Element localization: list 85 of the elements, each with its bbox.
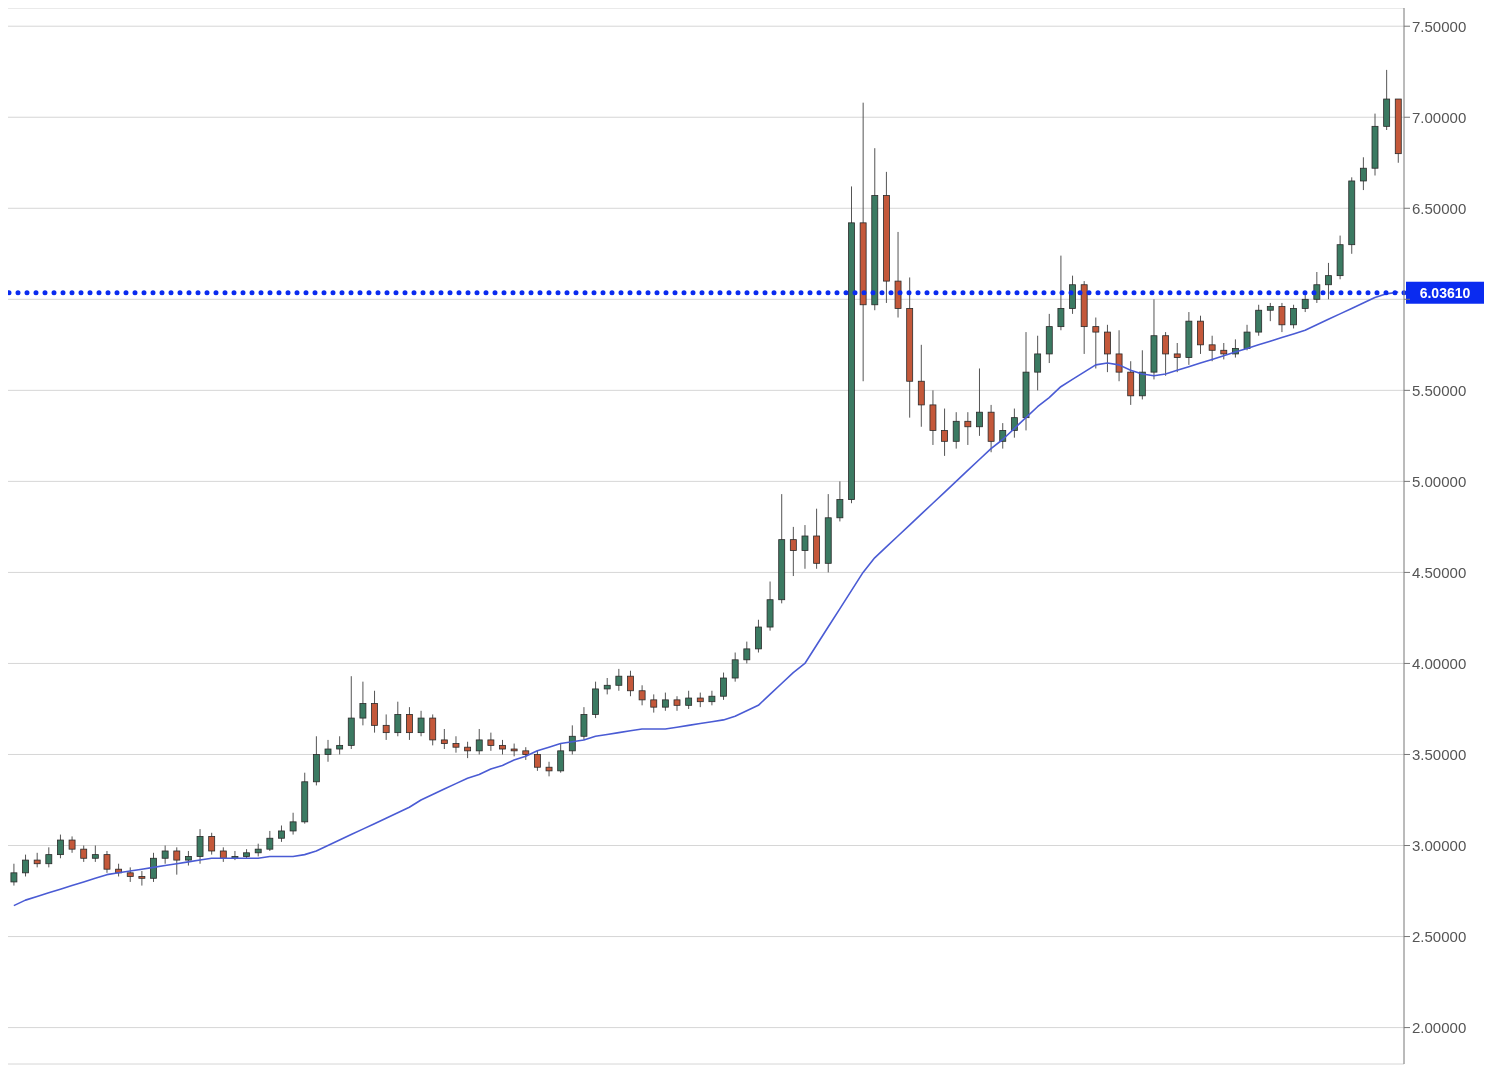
candlestick — [534, 750, 541, 772]
y-tick-label: 4.00000 — [1412, 654, 1467, 672]
candlestick — [673, 695, 681, 712]
candlestick — [708, 690, 716, 706]
candlestick — [394, 701, 402, 737]
candlestick — [731, 652, 739, 683]
y-tick-label: 2.50000 — [1412, 927, 1467, 945]
candlestick — [1127, 360, 1135, 406]
candlestick — [440, 728, 448, 750]
candlestick — [964, 411, 972, 446]
candlestick — [1313, 271, 1321, 304]
candlestick — [196, 828, 204, 865]
candlestick — [1092, 317, 1100, 369]
candlestick — [1138, 349, 1146, 400]
candlestick — [1208, 335, 1216, 362]
candlestick — [557, 743, 565, 774]
candlestick — [359, 681, 367, 726]
candlestick — [10, 863, 18, 887]
candlestick — [487, 732, 495, 752]
candlestick — [627, 670, 634, 697]
candlestick — [266, 830, 274, 852]
candlestick — [650, 693, 658, 714]
candlestick — [1034, 335, 1042, 391]
candlestick — [1243, 324, 1251, 351]
candlestick — [289, 812, 297, 836]
candlestick — [568, 724, 576, 755]
candlestick — [580, 706, 588, 741]
candlestick — [138, 870, 146, 887]
candlestick — [417, 710, 425, 737]
candlestick — [545, 761, 553, 777]
candlestick — [1057, 255, 1065, 331]
candlestick — [917, 344, 925, 428]
y-tick-label: 3.00000 — [1412, 836, 1467, 854]
candlestick — [1197, 315, 1204, 355]
candlestick — [1173, 342, 1181, 373]
y-tick-label: 5.50000 — [1412, 381, 1467, 399]
candlestick — [685, 690, 693, 710]
candlestick — [382, 713, 390, 741]
candlestick — [1069, 275, 1076, 315]
y-tick-label: 6.50000 — [1412, 199, 1467, 217]
y-tick-label: 3.50000 — [1412, 745, 1467, 763]
candlestick — [1115, 329, 1123, 382]
candlestick — [1104, 324, 1111, 373]
candlestick — [1359, 156, 1367, 191]
y-tick-label: 7.00000 — [1412, 108, 1467, 126]
candlestick — [406, 706, 413, 741]
candlestick — [801, 524, 809, 570]
candlestick — [161, 845, 169, 865]
candlestick — [452, 735, 460, 754]
candlestick — [1162, 331, 1170, 377]
ref-line-label: 6.03610 — [1419, 284, 1471, 301]
candlestick — [173, 846, 181, 876]
y-tick-label: 5.00000 — [1412, 472, 1467, 490]
candlestick — [952, 411, 960, 450]
candlestick — [150, 852, 157, 883]
candlestick — [45, 846, 53, 868]
y-tick-label: 2.00000 — [1412, 1018, 1467, 1036]
candlestick — [1325, 262, 1332, 300]
candlestick — [743, 641, 751, 664]
candlestick — [324, 739, 332, 763]
candlestick — [1278, 302, 1286, 333]
y-tick-label: 7.50000 — [1412, 17, 1467, 35]
candlestick — [789, 526, 797, 577]
candlestick — [475, 728, 483, 755]
candlestick — [941, 408, 948, 457]
candlestick — [836, 480, 844, 522]
candlestick — [429, 713, 437, 746]
candlestick — [510, 743, 518, 757]
candlestick — [661, 692, 669, 712]
candlestick — [638, 684, 646, 706]
candlestick — [720, 672, 727, 701]
candlestick — [1290, 304, 1297, 329]
candlestick — [336, 735, 344, 755]
candlestick — [208, 832, 216, 856]
candlestick — [1255, 304, 1263, 337]
candlestick — [57, 834, 64, 859]
line-series — [13, 291, 1399, 907]
candlestick — [755, 619, 762, 654]
candlestick — [371, 690, 378, 734]
candlestick — [103, 850, 111, 874]
y-tick-label: 4.50000 — [1412, 563, 1467, 581]
candlestick — [22, 854, 29, 877]
candlestick — [615, 668, 623, 692]
candlestick — [976, 368, 983, 437]
candlestick — [1266, 302, 1274, 322]
